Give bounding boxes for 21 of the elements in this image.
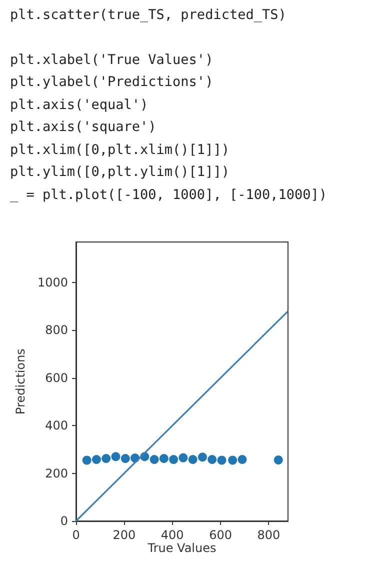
text: plt.ylabel('Predictions')	[10, 73, 214, 92]
text: plt.xlabel('True Values')	[10, 50, 214, 70]
text: plt.xlim([0,plt.xlim()[1]])	[10, 140, 230, 160]
x-axis-title: True Values	[146, 540, 216, 555]
y-tick-label: 200	[45, 466, 68, 480]
text: plt.axis('square')	[10, 118, 158, 137]
x-tick-label: 600	[209, 528, 232, 542]
text: plt.ylim([0,plt.ylim()[1]])	[10, 163, 230, 182]
x-tick-label: 400	[160, 528, 184, 542]
text: plt.axis('equal')	[10, 96, 150, 114]
y-tick-label: 800	[45, 323, 68, 338]
y-tick-label: 1000	[37, 276, 68, 290]
text: plt.scatter(true_TS, predicted_TS)	[10, 6, 288, 25]
y-tick-label: 400	[45, 418, 68, 433]
x-tick-label: 200	[112, 528, 136, 542]
x-tick-label: 800	[257, 528, 280, 542]
y-tick-label: 0	[60, 514, 68, 528]
y-axis-title: Predictions	[14, 348, 28, 414]
y-tick-label: 600	[45, 370, 68, 385]
text: _ = plt.plot([-100, 1000], [-100,1000])	[10, 186, 327, 204]
x-tick-label: 0	[72, 528, 80, 542]
